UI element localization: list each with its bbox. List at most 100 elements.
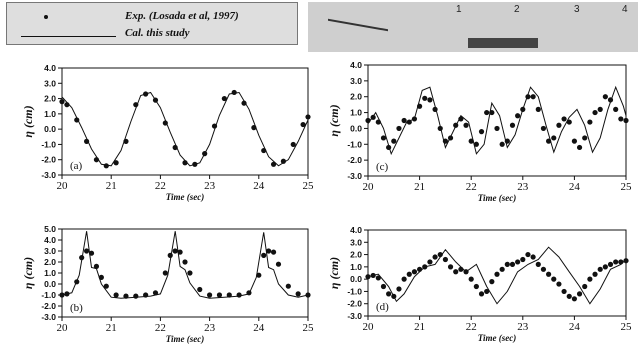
experiment-point-d bbox=[380, 283, 387, 290]
experiment-point-c bbox=[613, 106, 619, 112]
y-tick-label-d: 1.0 bbox=[350, 262, 362, 272]
experiment-point-a bbox=[143, 91, 149, 97]
experiment-point-d bbox=[417, 266, 423, 272]
experiment-point-d bbox=[556, 281, 562, 287]
experiment-point-c bbox=[582, 135, 588, 141]
experiment-point-c bbox=[422, 95, 428, 101]
y-tick-label-b: 3.0 bbox=[44, 246, 56, 256]
experiment-point-c bbox=[556, 122, 562, 128]
y-tick-label-c: 4.0 bbox=[350, 60, 362, 70]
experiment-point-d bbox=[582, 283, 588, 290]
experiment-point-d bbox=[520, 256, 526, 263]
y-tick-label-c: 0.0 bbox=[350, 123, 362, 133]
experiment-point-a bbox=[172, 144, 178, 151]
x-tick-label-b: 25 bbox=[303, 322, 315, 334]
plot-frame-d bbox=[367, 229, 627, 317]
experiment-point-d bbox=[551, 276, 557, 282]
experiment-point-d bbox=[623, 258, 629, 264]
experiment-point-b bbox=[285, 283, 291, 289]
x-tick-label-a: 23 bbox=[204, 180, 216, 192]
experiment-point-c bbox=[406, 119, 412, 125]
x-tick-label-c: 22 bbox=[466, 181, 477, 193]
experiment-point-c bbox=[597, 106, 603, 112]
y-tick-label-c: -2.0 bbox=[347, 155, 362, 165]
experiment-point-a bbox=[64, 102, 70, 108]
experiment-point-d bbox=[365, 274, 371, 280]
y-tick-label-a: 3.0 bbox=[44, 78, 56, 88]
y-tick-label-c: 2.0 bbox=[350, 92, 362, 102]
y-tick-label-d: 4.0 bbox=[350, 225, 362, 235]
experiment-point-c bbox=[607, 97, 614, 103]
experiment-point-c bbox=[386, 144, 392, 151]
x-tick-label-a: 21 bbox=[106, 180, 117, 192]
y-tick-label-a: -1.0 bbox=[41, 139, 56, 149]
y-tick-label-b: -3.0 bbox=[41, 312, 56, 322]
experiment-point-a bbox=[182, 160, 188, 166]
experiment-point-a bbox=[59, 99, 65, 105]
experiment-point-c bbox=[432, 106, 438, 112]
experiment-point-d bbox=[561, 288, 567, 295]
experiment-point-d bbox=[447, 264, 454, 270]
y-tick-label-d: -1.0 bbox=[347, 286, 362, 296]
experiment-point-d bbox=[468, 276, 474, 282]
experiment-point-c bbox=[494, 125, 500, 132]
experiment-point-c bbox=[411, 116, 418, 122]
experiment-point-b bbox=[226, 292, 232, 298]
experiment-point-c bbox=[453, 122, 459, 128]
experiment-point-c bbox=[499, 141, 505, 147]
experiment-point-a bbox=[280, 158, 286, 164]
y-tick-label-a: 0.0 bbox=[44, 124, 56, 134]
experiment-point-b bbox=[246, 290, 252, 296]
experiment-point-b bbox=[162, 270, 168, 276]
experiment-point-c bbox=[515, 113, 521, 119]
experiment-point-c bbox=[468, 138, 474, 144]
y-axis-label-c: η (cm) bbox=[327, 104, 341, 136]
y-tick-label-d: 0.0 bbox=[350, 274, 362, 284]
y-tick-label-d: 2.0 bbox=[350, 250, 362, 260]
x-axis-label-a: Time (sec) bbox=[166, 192, 204, 202]
experiment-point-d bbox=[478, 291, 485, 297]
y-tick-label-c: 1.0 bbox=[350, 108, 362, 118]
x-tick-label-b: 24 bbox=[253, 322, 265, 334]
y-tick-label-b: 2.0 bbox=[44, 257, 56, 267]
y-tick-label-c: -1.0 bbox=[347, 139, 362, 149]
x-tick-label-b: 22 bbox=[155, 322, 166, 334]
experiment-point-c bbox=[530, 94, 536, 100]
experiment-point-c bbox=[520, 106, 526, 112]
x-axis-label-c: Time (sec) bbox=[478, 193, 516, 203]
experiment-point-d bbox=[535, 261, 541, 267]
experiment-point-b bbox=[88, 250, 95, 256]
y-tick-label-c: 3.0 bbox=[350, 76, 362, 86]
x-axis-label-b: Time (sec) bbox=[166, 334, 204, 344]
experiment-point-d bbox=[463, 269, 469, 275]
experiment-point-c bbox=[391, 138, 397, 144]
legend-calculation-label: Cal. this study bbox=[125, 27, 190, 39]
experiment-point-c bbox=[380, 135, 387, 141]
experiment-point-b bbox=[123, 293, 129, 299]
experiment-point-c bbox=[375, 119, 381, 125]
experiment-point-c bbox=[396, 125, 402, 132]
experiment-point-b bbox=[98, 274, 104, 280]
calculated-series-line-d bbox=[367, 246, 627, 305]
experiment-point-d bbox=[597, 266, 603, 272]
flume-tick-2: 2 bbox=[514, 4, 520, 15]
experiment-point-a bbox=[261, 147, 267, 154]
experiment-point-b bbox=[187, 270, 193, 276]
experiment-point-d bbox=[576, 291, 583, 297]
x-tick-label-c: 25 bbox=[621, 181, 633, 193]
experiment-point-c bbox=[546, 138, 552, 144]
experiment-point-a bbox=[123, 138, 129, 144]
y-tick-label-b: 4.0 bbox=[44, 235, 56, 245]
experiment-point-d bbox=[602, 264, 608, 270]
y-tick-label-a: 2.0 bbox=[44, 94, 56, 104]
experiment-point-d bbox=[607, 261, 614, 267]
experiment-point-b bbox=[152, 290, 159, 296]
experiment-point-d bbox=[396, 286, 402, 292]
experiment-point-c bbox=[489, 109, 495, 116]
experiment-point-d bbox=[504, 261, 510, 267]
flume-schematic: 1 2 3 4 bbox=[308, 2, 638, 52]
y-tick-label-d: -3.0 bbox=[347, 311, 362, 321]
experiment-point-a bbox=[211, 123, 218, 129]
experiment-point-b bbox=[103, 283, 109, 289]
